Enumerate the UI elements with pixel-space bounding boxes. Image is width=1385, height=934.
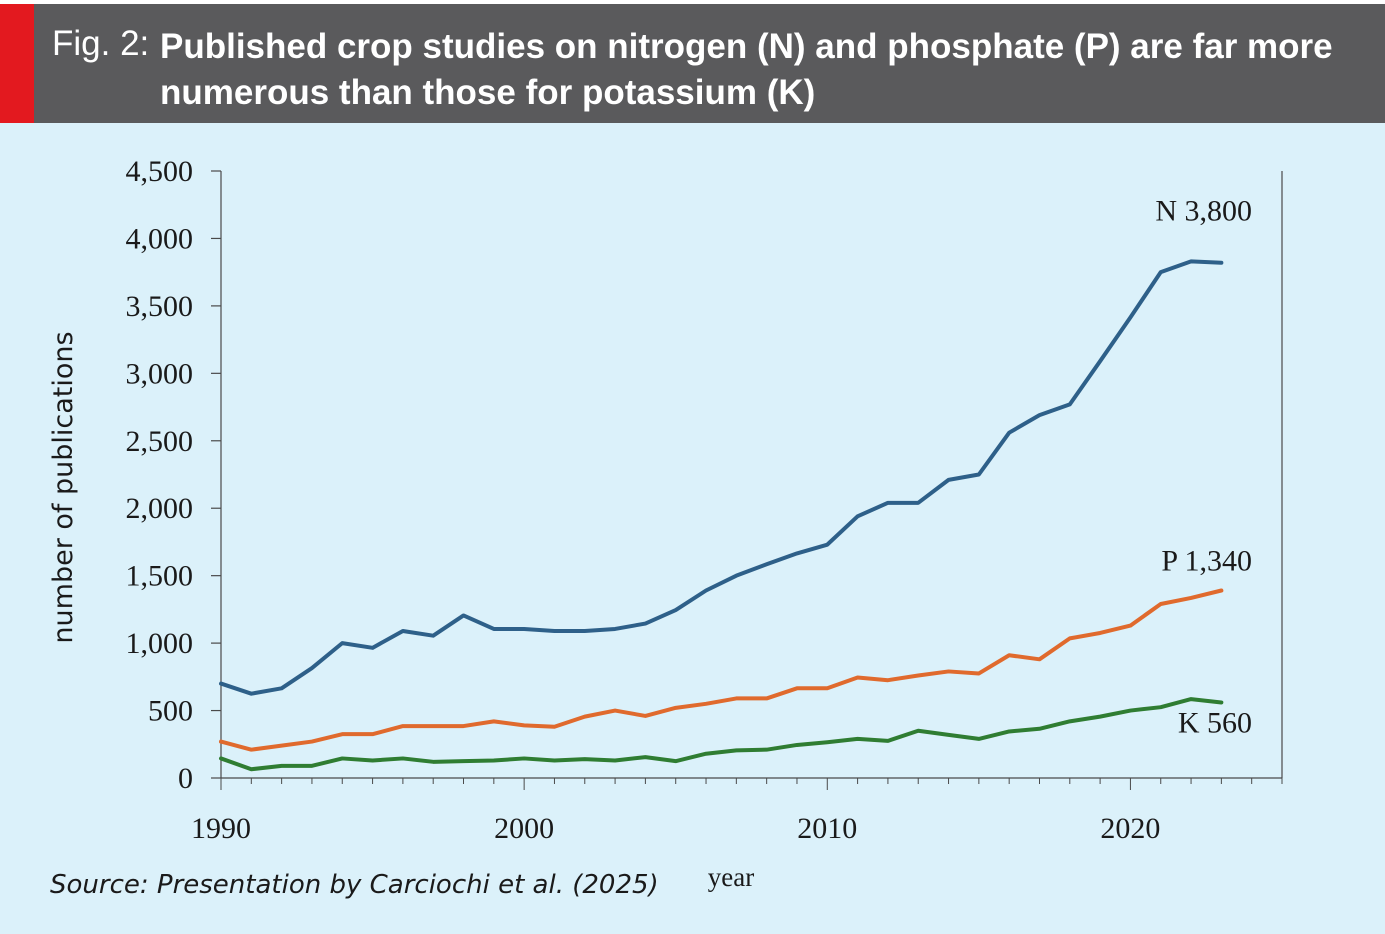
y-axis-label: number of publications	[48, 331, 79, 643]
y-tick-label: 2,000	[126, 492, 194, 525]
series-line-N	[219, 259, 1224, 696]
series-end-label-P: P 1,340	[1161, 545, 1252, 578]
y-tick-label: 4,500	[126, 155, 194, 188]
series-end-label-N: N 3,800	[1155, 195, 1252, 228]
x-tick-label: 1990	[191, 812, 251, 845]
y-tick-label: 500	[148, 695, 193, 728]
y-tick-label: 1,500	[126, 560, 194, 593]
figure-title: Published crop studies on nitrogen (N) a…	[160, 27, 1333, 112]
figure-header: Fig. 2: Published crop studies on nitrog…	[0, 4, 1385, 123]
x-tick-label: 2010	[797, 812, 857, 845]
accent-bar	[0, 4, 34, 123]
x-tick-label: 2000	[494, 812, 554, 845]
x-axis-label: year	[708, 862, 754, 892]
source-note: Source: Presentation by Carciochi et al.…	[50, 870, 659, 900]
series-line-P	[219, 588, 1224, 752]
y-tick-label: 2,500	[126, 425, 194, 458]
x-tick-label: 2020	[1100, 812, 1160, 845]
series-end-label-K: K 560	[1178, 706, 1252, 739]
y-tick-label: 1,000	[126, 627, 194, 660]
y-tick-label: 3,000	[126, 357, 194, 390]
series-line-K	[219, 697, 1224, 772]
chart-panel	[0, 123, 1385, 934]
y-tick-label: 4,000	[126, 222, 194, 255]
y-tick-label: 0	[178, 762, 193, 795]
figure-label: Fig. 2:	[52, 24, 150, 63]
y-tick-label: 3,500	[126, 290, 194, 323]
